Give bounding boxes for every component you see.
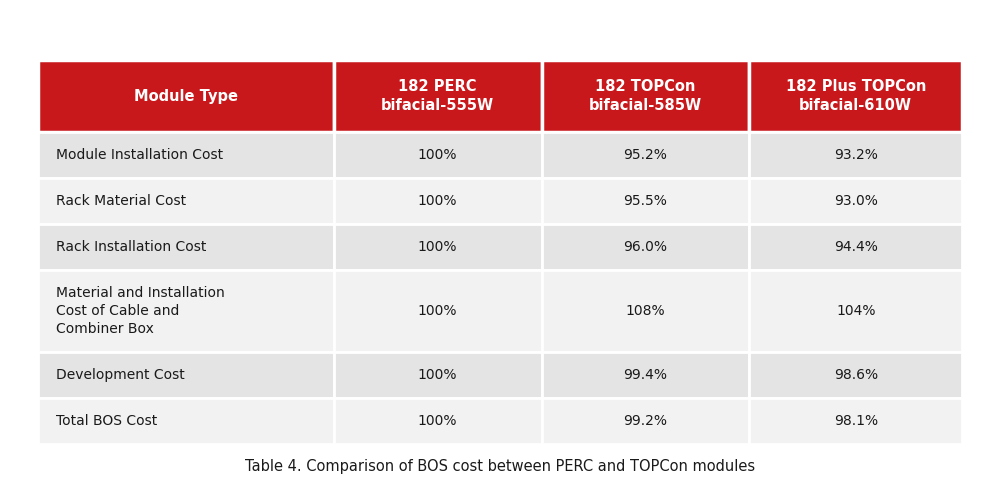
Text: 95.5%: 95.5% (624, 194, 667, 208)
Bar (542, 352, 749, 398)
Bar (749, 270, 962, 352)
Text: 98.1%: 98.1% (834, 414, 878, 428)
Text: Rack Installation Cost: Rack Installation Cost (56, 240, 206, 254)
Bar (542, 270, 749, 352)
Bar (334, 178, 542, 224)
Bar (38, 270, 334, 352)
Text: 93.2%: 93.2% (834, 148, 878, 162)
Bar (542, 224, 749, 270)
Bar (38, 178, 334, 224)
Text: 182 PERC
bifacial-555W: 182 PERC bifacial-555W (381, 79, 494, 113)
Bar (334, 352, 542, 398)
Text: Development Cost: Development Cost (56, 368, 185, 382)
Text: 182 TOPCon
bifacial-585W: 182 TOPCon bifacial-585W (589, 79, 702, 113)
Bar (38, 352, 334, 398)
Bar (334, 270, 542, 352)
Text: 100%: 100% (418, 368, 457, 382)
Text: 96.0%: 96.0% (624, 240, 668, 254)
Text: 100%: 100% (418, 304, 457, 318)
Bar (749, 132, 962, 178)
Text: 93.0%: 93.0% (834, 194, 878, 208)
Text: Module Installation Cost: Module Installation Cost (56, 148, 223, 162)
Text: Rack Material Cost: Rack Material Cost (56, 194, 186, 208)
Bar (334, 398, 542, 444)
Text: Table 4. Comparison of BOS cost between PERC and TOPCon modules: Table 4. Comparison of BOS cost between … (245, 459, 755, 474)
Text: 100%: 100% (418, 240, 457, 254)
Bar (749, 352, 962, 398)
Text: 94.4%: 94.4% (834, 240, 878, 254)
Bar (38, 60, 334, 132)
Bar (334, 132, 542, 178)
Bar (38, 398, 334, 444)
Bar (749, 178, 962, 224)
Bar (334, 60, 542, 132)
Text: 104%: 104% (836, 304, 875, 318)
Text: 98.6%: 98.6% (834, 368, 878, 382)
Bar (542, 178, 749, 224)
Text: 100%: 100% (418, 194, 457, 208)
Text: 100%: 100% (418, 414, 457, 428)
Bar (749, 60, 962, 132)
Text: 99.2%: 99.2% (624, 414, 668, 428)
Text: 182 Plus TOPCon
bifacial-610W: 182 Plus TOPCon bifacial-610W (786, 79, 926, 113)
Bar (749, 224, 962, 270)
Text: Module Type: Module Type (134, 89, 238, 104)
Text: 100%: 100% (418, 148, 457, 162)
Text: 95.2%: 95.2% (624, 148, 667, 162)
Text: Material and Installation
Cost of Cable and
Combiner Box: Material and Installation Cost of Cable … (56, 286, 225, 336)
Bar (542, 60, 749, 132)
Bar (38, 224, 334, 270)
Bar (334, 224, 542, 270)
Bar (542, 398, 749, 444)
Bar (38, 132, 334, 178)
Text: 99.4%: 99.4% (624, 368, 668, 382)
Bar (542, 132, 749, 178)
Bar (749, 398, 962, 444)
Text: Total BOS Cost: Total BOS Cost (56, 414, 157, 428)
Text: 108%: 108% (626, 304, 665, 318)
